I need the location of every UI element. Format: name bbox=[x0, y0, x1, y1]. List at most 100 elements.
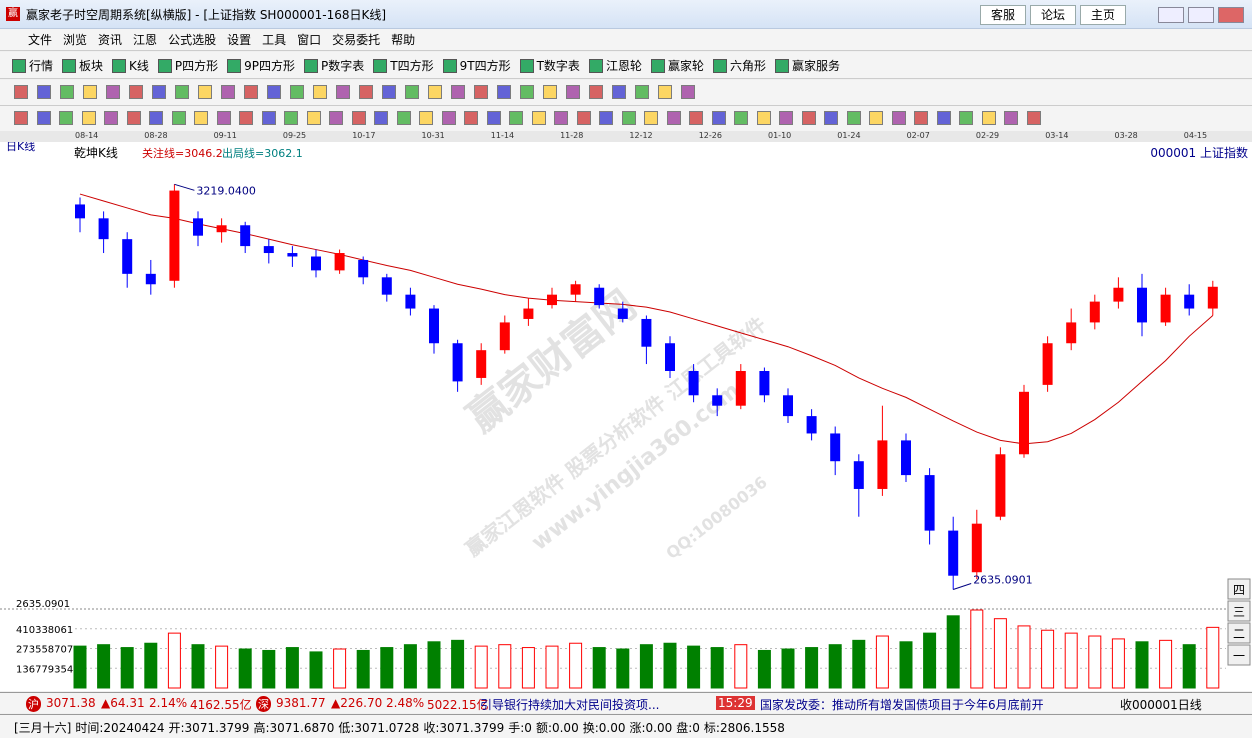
tool-icon[interactable] bbox=[658, 85, 672, 99]
tool-icon[interactable] bbox=[734, 111, 748, 125]
tool-icon[interactable] bbox=[509, 111, 523, 125]
tool-icon[interactable] bbox=[543, 85, 557, 99]
tool-icon[interactable] bbox=[428, 85, 442, 99]
tool-icon[interactable] bbox=[621, 111, 636, 125]
tool-icon[interactable] bbox=[36, 111, 51, 125]
tool-icon[interactable] bbox=[221, 85, 235, 99]
tool-icon[interactable] bbox=[396, 111, 411, 125]
tool-icon[interactable] bbox=[936, 111, 951, 125]
news-headline[interactable]: 引导银行持续加大对民间投资项... bbox=[480, 698, 660, 712]
tool-icon[interactable] bbox=[612, 85, 626, 99]
tool-icon[interactable] bbox=[635, 85, 649, 99]
tool-icon[interactable] bbox=[531, 111, 546, 125]
tool-icon[interactable] bbox=[576, 111, 591, 125]
title-link[interactable]: 论坛 bbox=[1030, 5, 1076, 25]
menu-item[interactable]: 交易委托 bbox=[332, 33, 381, 47]
tool-icon[interactable] bbox=[198, 85, 212, 99]
tool-icon[interactable] bbox=[681, 85, 695, 99]
menu-item[interactable]: 设置 bbox=[227, 33, 252, 47]
toolbar-button[interactable]: 赢家轮 bbox=[650, 57, 704, 74]
tool-icon[interactable] bbox=[474, 85, 488, 99]
tool-icon[interactable] bbox=[644, 111, 658, 125]
tool-icon[interactable] bbox=[149, 111, 163, 125]
tool-icon[interactable] bbox=[37, 85, 51, 99]
tool-icon[interactable] bbox=[486, 111, 501, 125]
tool-icon[interactable] bbox=[1004, 111, 1018, 125]
tool-icon[interactable] bbox=[756, 111, 771, 125]
tool-icon[interactable] bbox=[779, 111, 793, 125]
menu-item[interactable]: 窗口 bbox=[297, 33, 322, 47]
tool-icon[interactable] bbox=[666, 111, 681, 125]
tool-icon[interactable] bbox=[152, 85, 166, 99]
tool-icon[interactable] bbox=[382, 85, 396, 99]
tool-icon[interactable] bbox=[60, 85, 74, 99]
news-time[interactable]: 15:29 bbox=[716, 696, 755, 710]
tool-icon[interactable] bbox=[497, 85, 511, 99]
tool-icon[interactable] bbox=[171, 111, 186, 125]
tool-icon[interactable] bbox=[441, 111, 456, 125]
menu-item[interactable]: 工具 bbox=[262, 33, 287, 47]
toolbar-button[interactable]: 9P四方形 bbox=[227, 57, 295, 74]
toolbar-button[interactable]: 江恩轮 bbox=[588, 57, 642, 74]
tool-icon[interactable] bbox=[374, 111, 388, 125]
tool-icon[interactable] bbox=[891, 111, 906, 125]
menu-item[interactable]: 文件 bbox=[28, 33, 53, 47]
tool-icon[interactable] bbox=[306, 111, 321, 125]
quote-link[interactable]: 收000001日线 bbox=[1120, 698, 1202, 712]
toolbar-button[interactable]: 赢家服务 bbox=[774, 57, 840, 74]
toolbar-button[interactable]: K线 bbox=[112, 57, 149, 74]
tool-icon[interactable] bbox=[869, 111, 883, 125]
tool-icon[interactable] bbox=[419, 111, 433, 125]
tool-icon[interactable] bbox=[244, 85, 258, 99]
tool-icon[interactable] bbox=[599, 111, 613, 125]
tool-icon[interactable] bbox=[405, 85, 419, 99]
tool-icon[interactable] bbox=[451, 85, 465, 99]
tool-icon[interactable] bbox=[589, 85, 603, 99]
tool-icon[interactable] bbox=[846, 111, 861, 125]
tool-icon[interactable] bbox=[689, 111, 703, 125]
maximize-button[interactable] bbox=[1188, 7, 1214, 23]
tool-icon[interactable] bbox=[801, 111, 816, 125]
menu-item[interactable]: 江恩 bbox=[133, 33, 158, 47]
title-link[interactable]: 主页 bbox=[1080, 5, 1126, 25]
tool-icon[interactable] bbox=[351, 111, 366, 125]
tool-icon[interactable] bbox=[175, 85, 189, 99]
tool-icon[interactable] bbox=[267, 85, 281, 99]
tool-icon[interactable] bbox=[104, 111, 118, 125]
minimize-button[interactable] bbox=[1158, 7, 1184, 23]
tool-icon[interactable] bbox=[194, 111, 208, 125]
tool-icon[interactable] bbox=[81, 111, 96, 125]
tool-icon[interactable] bbox=[284, 111, 298, 125]
tool-icon[interactable] bbox=[261, 111, 276, 125]
tool-icon[interactable] bbox=[520, 85, 534, 99]
tool-icon[interactable] bbox=[981, 111, 996, 125]
title-link[interactable]: 客服 bbox=[980, 5, 1026, 25]
tool-icon[interactable] bbox=[1026, 111, 1041, 125]
close-button[interactable] bbox=[1218, 7, 1244, 23]
tool-icon[interactable] bbox=[59, 111, 73, 125]
tool-icon[interactable] bbox=[711, 111, 726, 125]
toolbar-button[interactable]: 板块 bbox=[62, 57, 103, 74]
menu-item[interactable]: 公式选股 bbox=[168, 33, 217, 47]
tool-icon[interactable] bbox=[14, 85, 28, 99]
tool-icon[interactable] bbox=[824, 111, 838, 125]
toolbar-button[interactable]: P数字表 bbox=[304, 57, 364, 74]
tool-icon[interactable] bbox=[106, 85, 120, 99]
toolbar-button[interactable]: T四方形 bbox=[373, 57, 434, 74]
tool-icon[interactable] bbox=[359, 85, 373, 99]
menu-item[interactable]: 资讯 bbox=[98, 33, 123, 47]
toolbar-button[interactable]: 六角形 bbox=[712, 57, 766, 74]
tool-icon[interactable] bbox=[566, 85, 580, 99]
tool-icon[interactable] bbox=[83, 85, 97, 99]
tool-icon[interactable] bbox=[914, 111, 928, 125]
tool-icon[interactable] bbox=[336, 85, 350, 99]
tool-icon[interactable] bbox=[329, 111, 343, 125]
tool-icon[interactable] bbox=[313, 85, 327, 99]
tool-icon[interactable] bbox=[129, 85, 143, 99]
news-headline[interactable]: 国家发改委：推动所有增发国债项目于今年6月底前开 bbox=[760, 698, 1044, 712]
toolbar-button[interactable]: 行情 bbox=[12, 57, 53, 74]
toolbar-button[interactable]: T数字表 bbox=[519, 57, 580, 74]
tool-icon[interactable] bbox=[126, 111, 141, 125]
tool-icon[interactable] bbox=[290, 85, 304, 99]
tool-icon[interactable] bbox=[959, 111, 973, 125]
